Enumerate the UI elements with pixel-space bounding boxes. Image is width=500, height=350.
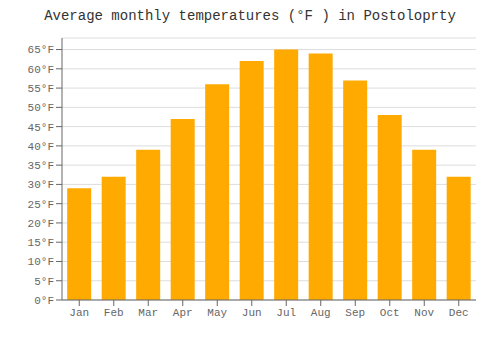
svg-text:Nov: Nov	[414, 307, 434, 319]
svg-text:30°F: 30°F	[28, 179, 54, 191]
svg-text:Aug: Aug	[311, 307, 331, 319]
svg-text:35°F: 35°F	[28, 160, 54, 172]
svg-text:60°F: 60°F	[28, 64, 54, 76]
svg-text:55°F: 55°F	[28, 83, 54, 95]
svg-text:Feb: Feb	[104, 307, 124, 319]
svg-text:10°F: 10°F	[28, 256, 54, 268]
svg-text:0°F: 0°F	[34, 295, 54, 307]
svg-text:Dec: Dec	[449, 307, 469, 319]
svg-text:May: May	[207, 307, 227, 319]
svg-text:Oct: Oct	[380, 307, 400, 319]
svg-text:65°F: 65°F	[28, 44, 54, 56]
svg-text:45°F: 45°F	[28, 122, 54, 134]
svg-text:Sep: Sep	[345, 307, 365, 319]
svg-text:Apr: Apr	[173, 307, 193, 319]
svg-text:Jun: Jun	[242, 307, 262, 319]
svg-text:Jul: Jul	[276, 307, 296, 319]
html-text:Average monthly temperatures (: Average monthly temperatures (°F ) in Po…	[44, 8, 456, 24]
svg-text:15°F: 15°F	[28, 237, 54, 249]
svg-text:20°F: 20°F	[28, 218, 54, 230]
svg-text:40°F: 40°F	[28, 141, 54, 153]
svg-text:5°F: 5°F	[34, 276, 54, 288]
svg-text:50°F: 50°F	[28, 102, 54, 114]
svg-text:25°F: 25°F	[28, 199, 54, 211]
svg-text:Jan: Jan	[69, 307, 89, 319]
svg-text:Mar: Mar	[138, 307, 158, 319]
